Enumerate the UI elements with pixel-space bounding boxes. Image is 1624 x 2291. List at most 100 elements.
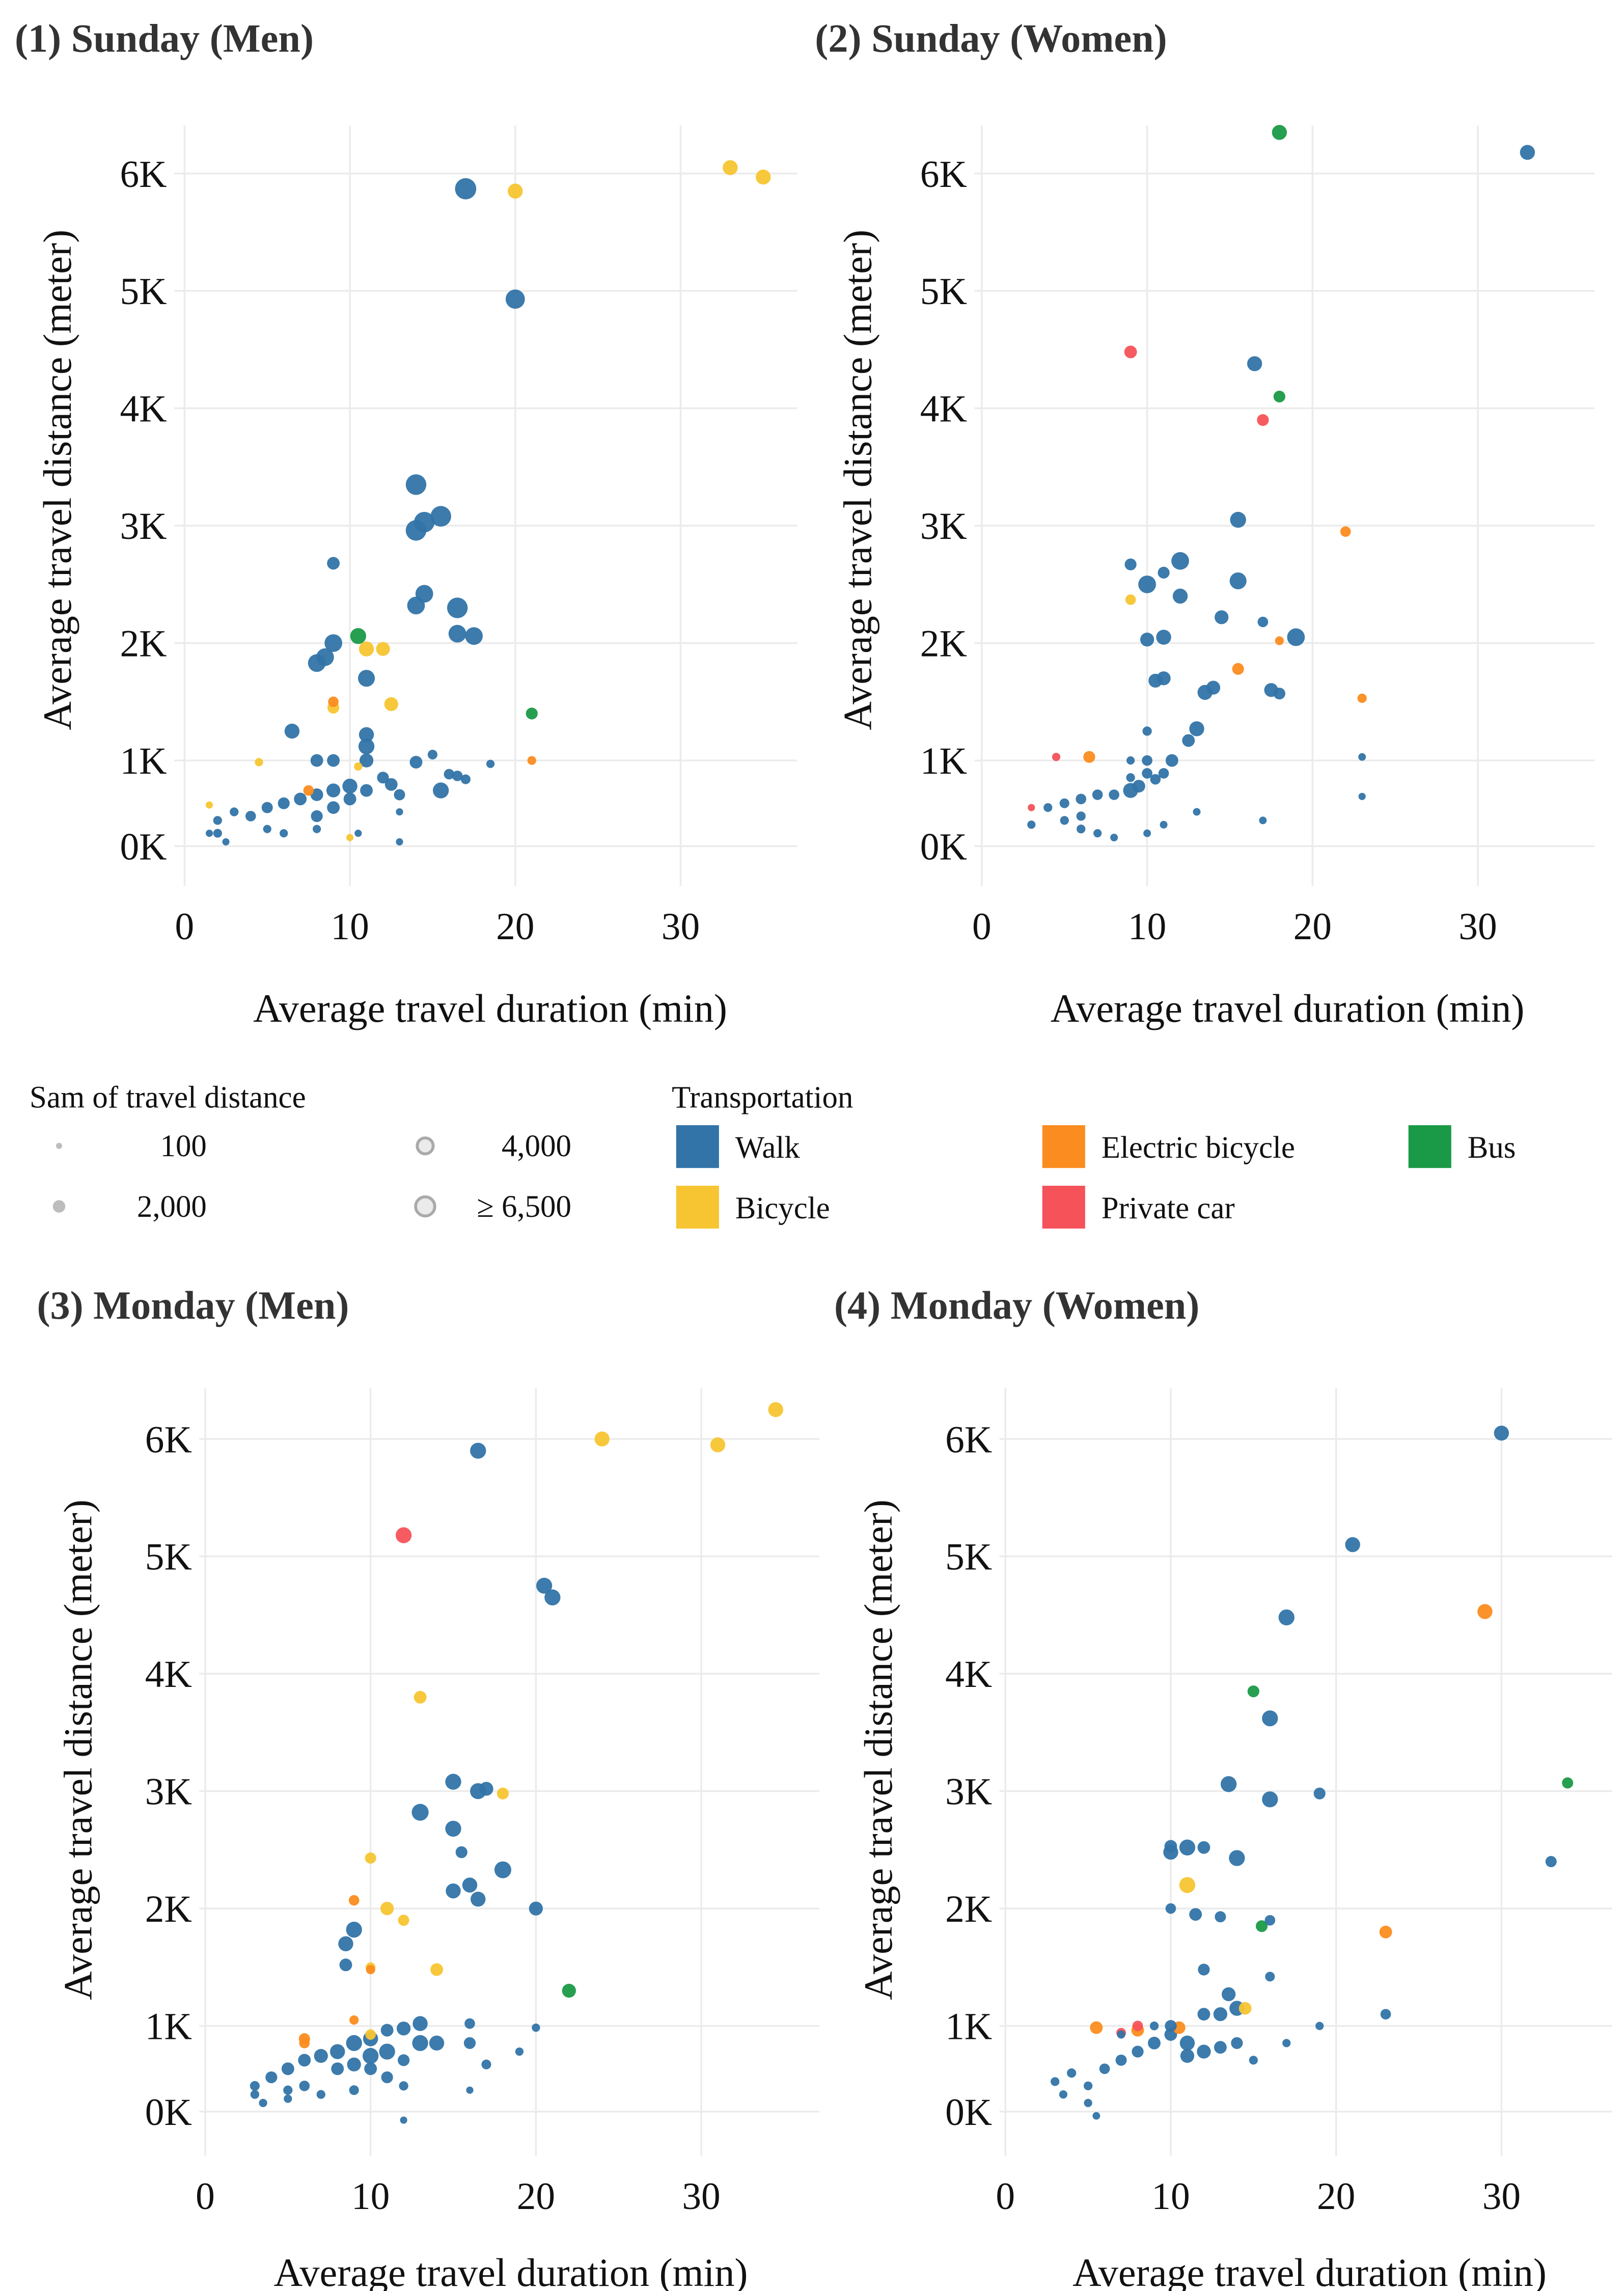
y-tick-label: 4K xyxy=(145,1653,192,1696)
data-point-walk xyxy=(364,2062,377,2076)
color-legend-swatch xyxy=(1408,1125,1451,1168)
data-point-walk xyxy=(1138,575,1156,593)
data-point-walk xyxy=(326,783,341,798)
data-point-bus xyxy=(1255,1920,1268,1932)
data-point-walk xyxy=(1126,756,1135,765)
x-tick-label: 0 xyxy=(175,906,195,948)
data-point-walk xyxy=(1142,726,1152,736)
x-axis-label: Average travel duration (min) xyxy=(1072,2250,1547,2291)
data-point-walk xyxy=(1189,721,1204,737)
data-point-walk xyxy=(358,738,375,755)
data-point-walk xyxy=(1171,552,1189,570)
data-point-walk xyxy=(1109,789,1119,800)
data-point-walk xyxy=(462,1877,478,1893)
data-point-walk xyxy=(463,2037,476,2049)
data-point-walk xyxy=(313,825,321,833)
data-point-electric-bicycle xyxy=(1379,1925,1392,1939)
data-point-bus xyxy=(350,628,366,644)
x-tick-label: 0 xyxy=(972,906,992,948)
data-point-walk xyxy=(455,178,477,200)
y-tick-label: 3K xyxy=(145,1771,192,1813)
data-point-walk xyxy=(1051,2077,1060,2086)
data-point-bicycle xyxy=(710,1437,726,1453)
data-point-walk xyxy=(331,2062,344,2076)
data-point-walk xyxy=(481,2059,491,2069)
data-point-walk xyxy=(1149,2021,1159,2031)
panel-3: 0K 1K 2K 3K 4K 5K 6K 0 10 20 30 (3) Monday (Men) Ave… xyxy=(37,1283,819,2291)
data-point-walk xyxy=(1206,680,1221,695)
data-point-walk xyxy=(358,670,375,687)
x-tick-label: 20 xyxy=(1293,906,1332,948)
data-point-walk xyxy=(1132,2045,1144,2058)
data-point-walk xyxy=(1110,833,1118,841)
y-tick-label: 0K xyxy=(945,2091,992,2134)
data-point-walk xyxy=(1313,1787,1326,1799)
data-point-walk xyxy=(308,654,326,672)
data-point-walk xyxy=(409,755,423,769)
y-tick-label: 6K xyxy=(120,153,167,196)
data-point-walk xyxy=(1189,1908,1202,1921)
x-tick-label: 10 xyxy=(331,906,369,948)
y-tick-label: 4K xyxy=(945,1653,992,1696)
data-point-bicycle xyxy=(756,169,771,185)
data-point-walk xyxy=(1099,2063,1110,2074)
data-point-walk xyxy=(1545,1856,1557,1867)
y-tick-label: 1K xyxy=(920,740,967,782)
y-axis-label: Average travel distance (meter) xyxy=(835,230,879,730)
y-tick-label: 0K xyxy=(145,2091,192,2134)
y-tick-label: 0K xyxy=(120,826,167,868)
data-point-walk xyxy=(1273,688,1285,700)
y-tick-label: 2K xyxy=(145,1888,192,1930)
data-point-walk xyxy=(1172,588,1188,604)
data-point-walk xyxy=(343,793,356,806)
color-legend-label: Private car xyxy=(1102,1191,1235,1225)
data-point-walk xyxy=(298,2054,311,2067)
color-legend-label: Electric bicycle xyxy=(1102,1131,1295,1165)
data-point-walk xyxy=(1287,628,1305,646)
data-point-walk xyxy=(250,2090,260,2099)
data-point-walk xyxy=(311,810,323,822)
color-legend-swatch xyxy=(1042,1186,1085,1229)
data-point-walk xyxy=(1179,1839,1196,1856)
data-point-bicycle xyxy=(365,2029,376,2040)
y-tick-label: 3K xyxy=(945,1771,992,1813)
data-point-walk xyxy=(1315,2022,1324,2030)
size-legend-label: 100 xyxy=(160,1129,207,1163)
data-point-bicycle xyxy=(508,183,523,199)
data-point-walk xyxy=(411,1804,429,1821)
data-point-walk xyxy=(399,2081,408,2091)
y-tick-label: 6K xyxy=(945,1419,992,1461)
data-point-walk xyxy=(1358,753,1366,761)
data-point-bicycle xyxy=(768,1402,783,1417)
data-point-bicycle xyxy=(723,160,738,175)
data-point-walk xyxy=(377,772,389,784)
data-point-walk xyxy=(359,753,374,768)
data-point-walk xyxy=(354,829,362,837)
y-tick-label: 2K xyxy=(920,623,967,665)
data-point-walk xyxy=(1158,566,1170,579)
data-point-walk xyxy=(1059,798,1069,808)
y-tick-label: 5K xyxy=(920,270,967,313)
data-point-bicycle xyxy=(497,1787,509,1799)
data-point-bicycle xyxy=(255,758,263,767)
data-point-electric-bicycle xyxy=(527,756,536,765)
data-point-walk xyxy=(1164,1840,1177,1853)
data-point-walk xyxy=(529,1901,543,1916)
data-point-walk xyxy=(1193,808,1201,816)
y-axis-label: Average travel distance (meter) xyxy=(56,1499,100,2000)
data-point-walk xyxy=(359,727,374,743)
data-point-walk xyxy=(397,2054,410,2066)
data-point-walk xyxy=(471,1891,486,1907)
x-tick-label: 10 xyxy=(1128,906,1166,948)
data-point-private-car xyxy=(1132,2021,1143,2031)
data-point-walk xyxy=(299,2080,310,2091)
data-point-walk xyxy=(327,754,340,767)
data-point-walk xyxy=(1084,2098,1092,2108)
x-tick-label: 30 xyxy=(682,2175,720,2218)
y-tick-label: 3K xyxy=(920,505,967,548)
data-point-walk xyxy=(1067,2068,1077,2078)
data-point-walk xyxy=(427,749,438,760)
data-point-walk xyxy=(284,2094,292,2103)
data-point-electric-bicycle xyxy=(328,696,339,707)
data-point-walk xyxy=(1156,630,1171,645)
